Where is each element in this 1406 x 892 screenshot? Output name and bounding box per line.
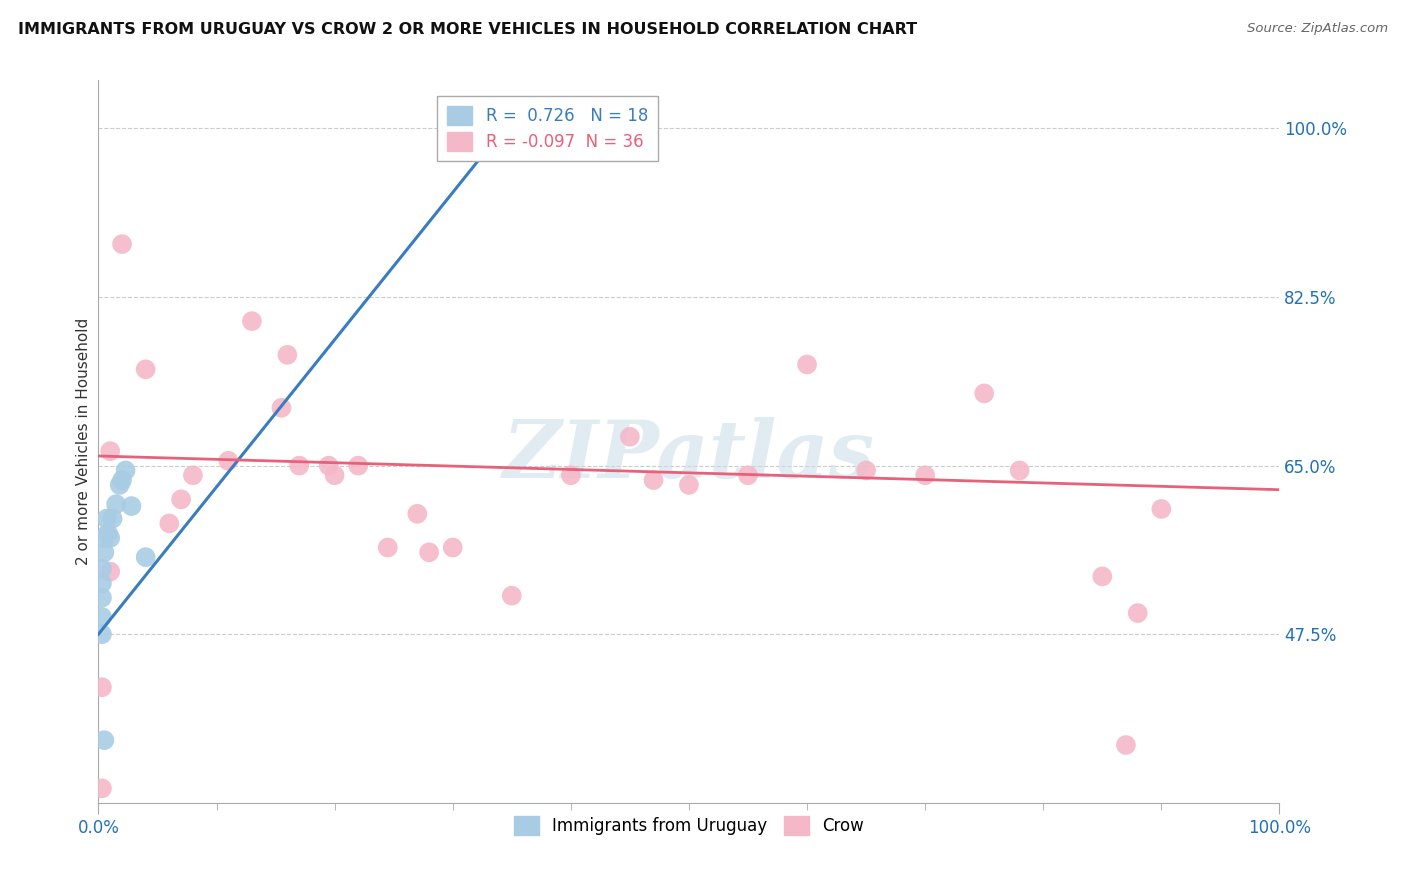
Point <box>1115 738 1137 752</box>
Point <box>418 545 440 559</box>
Point <box>170 492 193 507</box>
Point <box>276 348 298 362</box>
Point <box>217 454 239 468</box>
Point <box>1150 502 1173 516</box>
Point <box>1008 463 1031 477</box>
Point <box>91 576 114 591</box>
Point <box>97 526 120 541</box>
Point <box>643 473 665 487</box>
Point <box>135 550 157 565</box>
Point <box>619 430 641 444</box>
Point <box>678 478 700 492</box>
Point <box>377 541 399 555</box>
Point <box>135 362 157 376</box>
Point <box>98 444 121 458</box>
Point <box>737 468 759 483</box>
Point <box>121 499 143 513</box>
Point <box>406 507 429 521</box>
Point <box>560 468 582 483</box>
Point <box>91 591 114 605</box>
Point <box>240 314 263 328</box>
Point <box>101 511 124 525</box>
Point <box>98 565 121 579</box>
Point <box>323 468 346 483</box>
Point <box>96 511 118 525</box>
Y-axis label: 2 or more Vehicles in Household: 2 or more Vehicles in Household <box>76 318 91 566</box>
Point <box>114 463 136 477</box>
Point <box>91 610 114 624</box>
Point <box>93 733 115 747</box>
Point <box>318 458 340 473</box>
Point <box>93 531 115 545</box>
Legend: Immigrants from Uruguay, Crow: Immigrants from Uruguay, Crow <box>503 805 875 845</box>
Point <box>93 545 115 559</box>
Point <box>501 589 523 603</box>
Point <box>441 541 464 555</box>
Text: ZIPatlas: ZIPatlas <box>503 417 875 495</box>
Point <box>973 386 995 401</box>
Point <box>796 358 818 372</box>
Point <box>288 458 311 473</box>
Point <box>111 473 134 487</box>
Point <box>855 463 877 477</box>
Point <box>108 478 131 492</box>
Point <box>347 458 370 473</box>
Point <box>105 497 128 511</box>
Point <box>181 468 204 483</box>
Point <box>91 781 114 796</box>
Point <box>111 237 134 252</box>
Point <box>91 680 114 694</box>
Point <box>91 627 114 641</box>
Text: IMMIGRANTS FROM URUGUAY VS CROW 2 OR MORE VEHICLES IN HOUSEHOLD CORRELATION CHAR: IMMIGRANTS FROM URUGUAY VS CROW 2 OR MOR… <box>18 22 917 37</box>
Point <box>270 401 292 415</box>
Point <box>91 562 114 576</box>
Point <box>1091 569 1114 583</box>
Text: Source: ZipAtlas.com: Source: ZipAtlas.com <box>1247 22 1388 36</box>
Point <box>157 516 180 531</box>
Point <box>914 468 936 483</box>
Point <box>98 531 121 545</box>
Point <box>1126 606 1149 620</box>
